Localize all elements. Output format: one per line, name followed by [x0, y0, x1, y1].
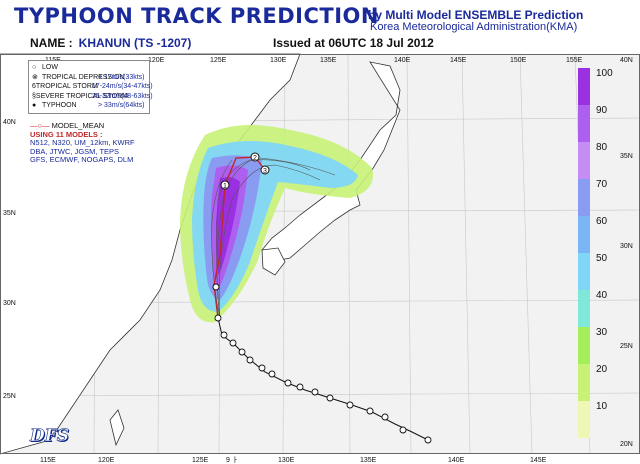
storm-position-current [212, 283, 220, 291]
typhoon-icon: ● [32, 102, 37, 109]
kyushu-land [261, 247, 286, 276]
lat-label-right: 20N [620, 441, 633, 448]
mean-point-label-2: 2 [253, 155, 257, 162]
colorbar-segment [578, 253, 590, 290]
mean-point-label-3: 3 [263, 168, 267, 175]
bottom-note: 9 ㅏ [226, 456, 238, 464]
model-line: N512, N320, UM_12km, KWRF [30, 138, 135, 147]
taiwan-land [109, 409, 125, 447]
legend-item: § SEVERE TROPICAL STORM 25-32m/s(48-63kts) [32, 92, 153, 100]
mean-point-3 [260, 165, 270, 175]
model-line: DBA, JTWC, JGSM, TEPS [30, 146, 120, 156]
lon-label: 130E [270, 57, 287, 64]
colorbar-label: 60 [596, 216, 608, 227]
storm-name-label: NAME : [30, 36, 73, 50]
colorbar-label: 100 [596, 68, 613, 79]
lon-label: 125E [210, 57, 227, 64]
past-track [214, 314, 432, 444]
lat-label-right: 35N [620, 153, 633, 160]
credit-line-1: by Multi Model ENSEMBLE Prediction [368, 8, 584, 22]
lat-label-right: 25N [620, 343, 633, 350]
model-line: GFS, ECMWF, NOGAPS, DLM [30, 155, 134, 164]
dfs-logo: DFS [30, 426, 70, 447]
issue-time-value: 06UTC 18 Jul 2012 [328, 36, 434, 50]
colorbar-label: 70 [596, 179, 608, 190]
lat-label-left: 40N [3, 119, 16, 126]
lon-label: 140E [394, 57, 411, 64]
colorbar-label: 20 [596, 364, 608, 375]
model-mean-legend: —○— MODEL_MEAN [30, 121, 105, 130]
tropical-depression-icon: ⊗ [32, 73, 38, 81]
issue-time: Issued at 06UTC 18 Jul 2012 [273, 36, 434, 50]
colorbar-segment [578, 142, 590, 179]
lon-label-bottom: 140E [448, 457, 465, 464]
lon-label: 145E [450, 57, 467, 64]
issue-time-label: Issued at [273, 36, 326, 50]
colorbar-segment [578, 105, 590, 142]
colorbar-label: 30 [596, 327, 608, 338]
mean-point-2 [250, 152, 260, 162]
colorbar-label: 80 [596, 142, 608, 153]
colorbar-segment [578, 327, 590, 364]
severe-tropical-storm-icon: § [32, 92, 36, 100]
lat-label-left: 35N [3, 210, 16, 217]
lon-label-bottom: 135E [360, 457, 377, 464]
lon-label: 155E [566, 57, 583, 64]
page-title: TYPHOON TRACK PREDICTION [14, 4, 379, 28]
probability-colorbar [578, 68, 590, 438]
colorbar-label: 40 [596, 290, 608, 301]
legend-item: 6 TROPICAL STORM 17-24m/s(34-47kts) [32, 83, 153, 90]
lat-label-right: 30N [620, 243, 633, 250]
legend: ○ LOW ⊗ TROPICAL DEPRESSION < 17m/s(33kts) … [28, 60, 153, 114]
lon-label-bottom: 125E [192, 457, 209, 464]
model-mean-track: 1 2 3 [212, 152, 270, 319]
lon-label-bottom: 115E [40, 457, 56, 464]
colorbar-segment [578, 401, 590, 438]
lat-label-left: 30N [3, 300, 16, 307]
legend-item: ⊗ TROPICAL DEPRESSION < 17m/s(33kts) [32, 73, 145, 81]
lon-label: 135E [320, 57, 337, 64]
colorbar-label: 10 [596, 401, 608, 412]
storm-name: NAME : KHANUN (TS -1207) [30, 36, 191, 50]
storm-name-value: KHANUN (TS -1207) [78, 36, 192, 50]
lon-label-bottom: 130E [278, 457, 295, 464]
lat-label-right: 40N [620, 57, 633, 64]
using-models-heading: USING 11 MODELS : [30, 129, 103, 139]
lat-label-left: 25N [3, 393, 16, 400]
colorbar-segment [578, 179, 590, 216]
lon-label: 150E [510, 57, 527, 64]
tropical-storm-icon: 6 [32, 83, 36, 90]
lon-label: 120E [148, 57, 165, 64]
colorbar-segment [578, 216, 590, 253]
colorbar-label: 50 [596, 253, 608, 264]
legend-item: ○ LOW [32, 64, 58, 71]
mean-point-label-1: 1 [223, 183, 227, 190]
colorbar-segment [578, 364, 590, 401]
lon-label-bottom: 120E [98, 457, 115, 464]
mean-point-1 [220, 180, 230, 190]
low-icon: ○ [32, 64, 37, 71]
lon-label-bottom: 145E [530, 457, 547, 464]
colorbar-segment [578, 290, 590, 327]
colorbar-label: 90 [596, 105, 608, 116]
credit-line-2: Korea Meteorological Administration(KMA) [370, 21, 578, 33]
colorbar-segment [578, 68, 590, 105]
model-list: —○— MODEL_MEAN USING 11 MODELS : N512, N… [30, 121, 140, 165]
legend-item: ● TYPHOON > 33m/s(64kts) [32, 102, 145, 109]
